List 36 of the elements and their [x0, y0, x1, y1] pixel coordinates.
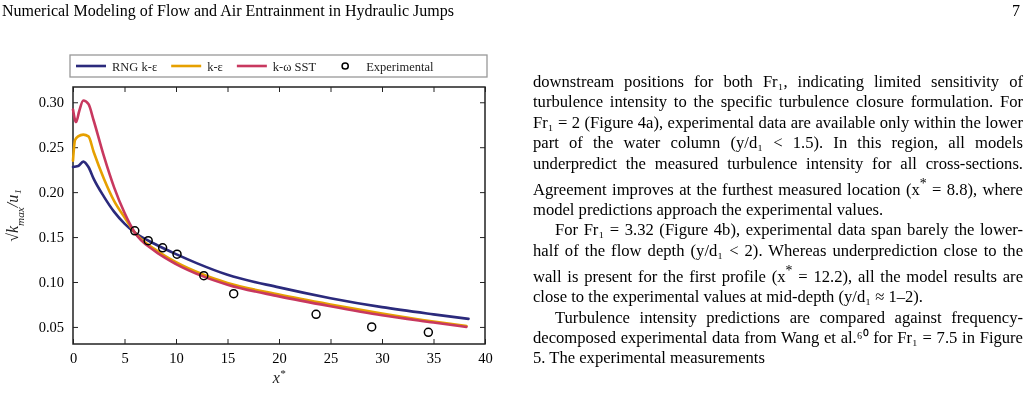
point [423, 327, 434, 338]
point [311, 309, 321, 320]
line-series [71, 160, 470, 321]
x-tick-label: 15 [220, 350, 236, 367]
y-tick-label: 0.20 [38, 184, 64, 201]
x-tick-label: 20 [272, 350, 287, 367]
x-axis-title: x$^{*}$ [271, 367, 286, 386]
point [130, 226, 140, 236]
line-series [71, 99, 468, 329]
text: 7 [1012, 2, 1020, 20]
text: downstream positions for both Fr₁, indicating limited sensitivity of turbulence intensity to the specific turbulence closure formulation. For Fr₁ = 2 (Figure 4a), experimental data are available only within the lower part of the water column (y/d₁ < 1.5). In this region, all models underpredict the measured turbulence intensity for all cross-sections. Agreement improves at the furthest measured location (x$^{*}$ = 8.8), where model predictions approach the experimental values. [533, 72, 1023, 219]
y-tick-label: 0.15 [38, 229, 64, 246]
x-tick-label: 5 [121, 350, 129, 367]
legend-label: k-ε [207, 59, 223, 74]
legend-label: Experimental [366, 59, 435, 74]
x-tick-label: 35 [426, 350, 442, 367]
point [157, 243, 168, 253]
y-tick-label: 0.10 [38, 274, 64, 291]
y-tick-label: 0.30 [38, 94, 64, 111]
y-tick-label: 0.25 [38, 139, 64, 156]
x-tick-label: 0 [69, 350, 78, 367]
chart-title: Numerical Modeling of Flow and Air Entrainment in Hydraulic Jumps [2, 2, 454, 20]
x-tick-label: 10 [169, 350, 184, 367]
x-tick-label: 25 [323, 350, 339, 367]
y-tick-label: 0.05 [38, 319, 64, 336]
point [172, 249, 182, 259]
point [366, 322, 377, 332]
legend-label: k-ω SST [272, 59, 317, 74]
text: For Fr₁ = 3.32 (Figure 4b), experimental data span barely the lower-half of the flow depth (y/d₁ < 2). Whereas underprediction close to the wall is present for the first profile (x$^{*}$ = 12.2), all the model results are close to the experimental values at mid-depth (y/d₁ ≈ 1–2). [533, 220, 1024, 308]
point [143, 235, 153, 246]
legend-label: RNG k-ε [112, 59, 158, 74]
x-tick-label: 30 [375, 350, 390, 367]
point [228, 288, 239, 299]
text: Turbulence intensity predictions are compared against frequency-decomposed experimental data from Wang et al.⁶⁰ for Fr₁ = 7.5 in Figure 5. The experimental measurements [533, 307, 1023, 369]
point [199, 270, 209, 281]
x-tick-label: 40 [478, 350, 493, 367]
